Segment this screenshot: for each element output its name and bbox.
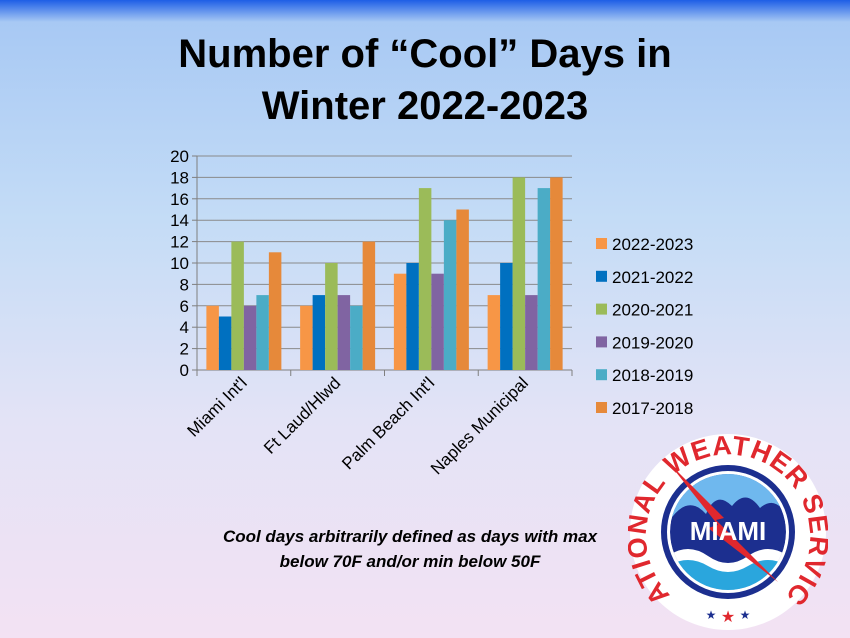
legend-label: 2022-2023 — [612, 235, 693, 254]
bar — [350, 305, 363, 370]
legend-swatch — [596, 336, 607, 348]
logo-center-text: MIAMI — [690, 516, 767, 546]
title-line-2: Winter 2022-2023 — [261, 84, 589, 128]
bar — [256, 295, 269, 370]
bar — [525, 295, 538, 370]
x-tick-label: Miami Int'l — [184, 373, 251, 440]
footnote-line-2: below 70F and/or min below 50F — [279, 552, 541, 571]
y-tick-label: 0 — [180, 361, 189, 380]
chart-title: Number of “Cool” Days in Winter 2022-202… — [0, 28, 850, 132]
nws-miami-logo: NATIONAL WEATHER SERVICE MIAMI ★ ★ ★ — [628, 432, 828, 630]
legend-swatch — [596, 238, 607, 249]
x-tick-label: Palm Beach Int'l — [338, 373, 438, 473]
y-tick-label: 6 — [180, 297, 189, 316]
legend-swatch — [596, 402, 607, 413]
bar — [300, 305, 313, 370]
y-tick-label: 14 — [170, 211, 189, 230]
x-tick-label: Naples Municipal — [427, 373, 532, 478]
legend-label: 2020-2021 — [612, 301, 693, 320]
bar — [443, 220, 457, 370]
bar — [418, 188, 432, 370]
y-tick-label: 4 — [180, 318, 189, 337]
legend-swatch — [596, 303, 607, 315]
bar — [512, 177, 526, 370]
star-icon: ★ — [740, 608, 751, 622]
lightning-bolt-icon — [668, 462, 778, 582]
y-tick-label: 18 — [170, 168, 189, 187]
x-tick-label: Ft Laud/Hlwd — [260, 373, 344, 457]
bar — [243, 305, 257, 370]
bar — [500, 263, 513, 370]
legend-label: 2021-2022 — [612, 268, 693, 287]
star-icon: ★ — [706, 608, 717, 622]
footnote-line-1: Cool days arbitrarily defined as days wi… — [222, 527, 598, 546]
legend-label: 2019-2020 — [612, 333, 693, 352]
y-tick-label: 20 — [170, 147, 189, 166]
y-tick-label: 2 — [180, 340, 189, 359]
bar — [218, 316, 232, 370]
bar — [393, 273, 407, 370]
bar — [487, 295, 501, 370]
bar — [431, 273, 444, 370]
title-line-1: Number of “Cool” Days in — [178, 32, 672, 76]
bar — [456, 209, 469, 370]
bar — [268, 252, 282, 370]
legend-label: 2018-2019 — [612, 366, 693, 385]
bar — [362, 241, 376, 370]
bar — [206, 305, 219, 370]
y-tick-label: 8 — [180, 275, 189, 294]
legend-swatch — [596, 270, 607, 282]
star-icon: ★ — [721, 609, 735, 626]
y-tick-label: 10 — [170, 254, 189, 273]
legend-swatch — [596, 369, 607, 381]
y-tick-label: 12 — [170, 233, 189, 252]
y-tick-label: 16 — [170, 190, 189, 209]
logo-outer-ring — [661, 465, 795, 599]
bar — [550, 177, 563, 370]
bar — [312, 295, 326, 370]
bar — [231, 241, 244, 370]
bar — [537, 188, 551, 370]
legend-label: 2017-2018 — [612, 399, 693, 418]
bar — [337, 295, 351, 370]
bar — [325, 263, 338, 370]
bar — [406, 263, 419, 370]
footnote: Cool days arbitrarily defined as days wi… — [190, 524, 630, 574]
